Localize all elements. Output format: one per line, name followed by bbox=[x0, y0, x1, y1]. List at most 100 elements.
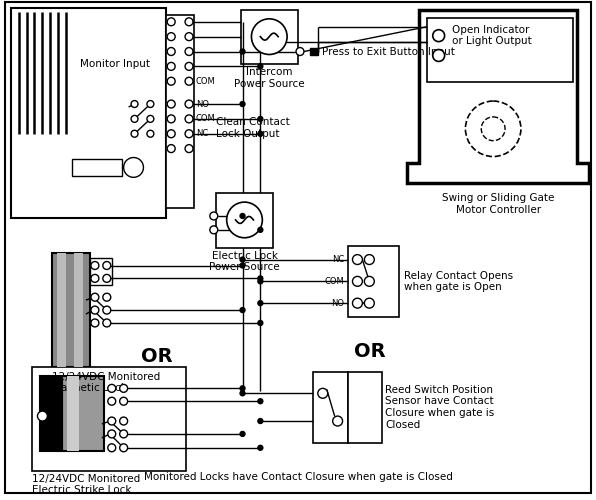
Circle shape bbox=[103, 262, 111, 270]
Circle shape bbox=[120, 398, 128, 405]
Circle shape bbox=[296, 48, 304, 56]
Circle shape bbox=[352, 276, 362, 286]
Circle shape bbox=[167, 48, 175, 56]
Circle shape bbox=[167, 100, 175, 108]
Circle shape bbox=[210, 226, 218, 234]
Circle shape bbox=[482, 117, 505, 140]
Text: OR: OR bbox=[141, 347, 172, 366]
Circle shape bbox=[465, 101, 521, 156]
Text: 12/24VDC Monitored
Electric Strike Lock: 12/24VDC Monitored Electric Strike Lock bbox=[33, 474, 141, 495]
Circle shape bbox=[258, 398, 263, 404]
Bar bbox=[52, 252, 90, 366]
Circle shape bbox=[185, 32, 193, 40]
Circle shape bbox=[258, 64, 263, 69]
Text: OR: OR bbox=[353, 342, 385, 361]
Bar bbox=[11, 8, 166, 218]
Circle shape bbox=[364, 276, 374, 286]
Circle shape bbox=[108, 384, 116, 392]
Bar bbox=[41, 376, 62, 451]
Circle shape bbox=[333, 416, 343, 426]
Text: NO: NO bbox=[196, 100, 209, 108]
Circle shape bbox=[258, 132, 263, 136]
Circle shape bbox=[167, 115, 175, 123]
Circle shape bbox=[185, 115, 193, 123]
Circle shape bbox=[258, 116, 263, 121]
Circle shape bbox=[131, 130, 138, 137]
Circle shape bbox=[185, 144, 193, 152]
Bar bbox=[347, 372, 382, 443]
Bar bbox=[166, 15, 194, 208]
Circle shape bbox=[108, 417, 116, 425]
Circle shape bbox=[167, 78, 175, 85]
Circle shape bbox=[103, 293, 111, 301]
Text: Clean Contact
Lock Output: Clean Contact Lock Output bbox=[216, 117, 290, 138]
Circle shape bbox=[210, 212, 218, 220]
Text: NC: NC bbox=[333, 255, 344, 264]
Circle shape bbox=[185, 18, 193, 26]
Bar bbox=[67, 376, 79, 451]
Text: Relay Contact Opens
when gate is Open: Relay Contact Opens when gate is Open bbox=[404, 270, 513, 292]
Circle shape bbox=[167, 32, 175, 40]
Text: NO: NO bbox=[331, 298, 344, 308]
Bar bbox=[72, 158, 122, 176]
Circle shape bbox=[91, 274, 99, 282]
Circle shape bbox=[240, 391, 245, 396]
Circle shape bbox=[240, 49, 245, 54]
Circle shape bbox=[185, 78, 193, 85]
Text: Monitor Input: Monitor Input bbox=[80, 60, 150, 70]
Circle shape bbox=[103, 319, 111, 327]
Circle shape bbox=[108, 430, 116, 438]
Circle shape bbox=[258, 320, 263, 326]
Circle shape bbox=[240, 214, 245, 218]
Circle shape bbox=[185, 62, 193, 70]
Bar bbox=[241, 10, 298, 64]
Bar bbox=[74, 252, 83, 366]
Bar bbox=[62, 376, 104, 451]
Bar bbox=[313, 372, 347, 443]
Circle shape bbox=[433, 50, 445, 62]
Circle shape bbox=[240, 102, 245, 106]
Text: Open Indicator
or Light Output: Open Indicator or Light Output bbox=[452, 25, 531, 46]
Circle shape bbox=[167, 130, 175, 138]
Text: COM: COM bbox=[325, 277, 344, 286]
Circle shape bbox=[318, 388, 328, 398]
Bar bbox=[57, 252, 66, 366]
Circle shape bbox=[91, 293, 99, 301]
Circle shape bbox=[258, 279, 263, 284]
Bar bbox=[33, 366, 186, 470]
Polygon shape bbox=[407, 10, 589, 184]
Circle shape bbox=[167, 144, 175, 152]
Circle shape bbox=[38, 411, 47, 421]
Circle shape bbox=[352, 254, 362, 264]
Text: Swing or Sliding Gate
Motor Controller: Swing or Sliding Gate Motor Controller bbox=[442, 193, 554, 215]
Circle shape bbox=[185, 100, 193, 108]
Circle shape bbox=[120, 384, 128, 392]
Bar bbox=[347, 246, 399, 317]
Circle shape bbox=[258, 418, 263, 424]
Circle shape bbox=[240, 308, 245, 312]
Circle shape bbox=[131, 116, 138, 122]
Text: Intercom
Power Source: Intercom Power Source bbox=[234, 68, 305, 89]
Circle shape bbox=[103, 306, 111, 314]
Circle shape bbox=[147, 130, 154, 137]
Circle shape bbox=[252, 19, 287, 55]
Circle shape bbox=[240, 432, 245, 436]
Circle shape bbox=[167, 62, 175, 70]
Text: Electric Lock
Power Source: Electric Lock Power Source bbox=[209, 250, 280, 272]
Text: COM: COM bbox=[196, 114, 216, 124]
Text: Press to Exit Button Input: Press to Exit Button Input bbox=[322, 46, 455, 56]
Circle shape bbox=[240, 386, 245, 391]
Bar bbox=[216, 193, 273, 248]
Circle shape bbox=[226, 202, 262, 238]
Text: Monitored Locks have Contact Closure when gate is Closed: Monitored Locks have Contact Closure whe… bbox=[144, 472, 452, 482]
Circle shape bbox=[147, 116, 154, 122]
Circle shape bbox=[258, 446, 263, 450]
Circle shape bbox=[123, 158, 144, 178]
Circle shape bbox=[120, 444, 128, 452]
Circle shape bbox=[103, 274, 111, 282]
Circle shape bbox=[91, 262, 99, 270]
Text: 12/24VDC Monitored
Magnetic Lock: 12/24VDC Monitored Magnetic Lock bbox=[52, 372, 160, 393]
Circle shape bbox=[433, 30, 445, 42]
Circle shape bbox=[240, 257, 245, 262]
Bar bbox=[427, 18, 573, 82]
